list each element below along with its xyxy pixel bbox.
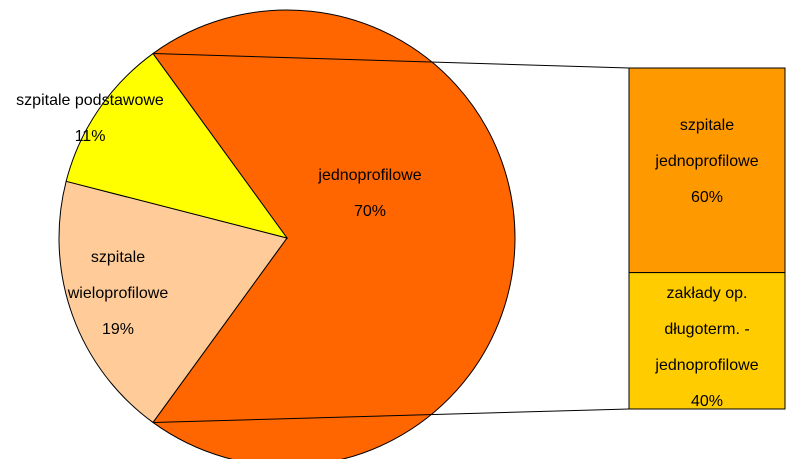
pie-slice-szpitale-wieloprofilowe xyxy=(58,180,288,424)
pie-slice-szpitale-podstawowe xyxy=(65,52,289,239)
pie-label-jednoprofilowe: jednoprofilowe 70% xyxy=(317,167,421,220)
pie xyxy=(58,9,516,459)
connector-lines xyxy=(152,53,630,423)
bar-label-zak-ady-op-d-ugoterm-jednoprofilowe: zakłady op. długoterm. -jednoprofilowe 40% xyxy=(654,285,758,410)
bar-label-szpitale-jednoprofilowe: szpitale jednoprofilowe 60% xyxy=(654,117,758,206)
data-labels: jednoprofilowe 70% szpitale wieloprofilowe 1… xyxy=(16,92,759,410)
bar-segment-zak-ady-op-d-ugoterm-jednoprofilowe xyxy=(628,272,786,410)
connector-line-top xyxy=(152,53,630,69)
connector-line-bottom xyxy=(152,408,630,423)
bar-segment-szpitale-jednoprofilowe xyxy=(628,67,786,274)
stacked-bar xyxy=(628,67,786,410)
pie-slice-jednoprofilowe xyxy=(152,9,516,459)
pie-label-szpitale-wieloprofilowe: szpitale wieloprofilowe 19% xyxy=(67,249,169,338)
pie-label-szpitale-podstawowe: szpitale podstawowe 11% xyxy=(16,92,164,145)
